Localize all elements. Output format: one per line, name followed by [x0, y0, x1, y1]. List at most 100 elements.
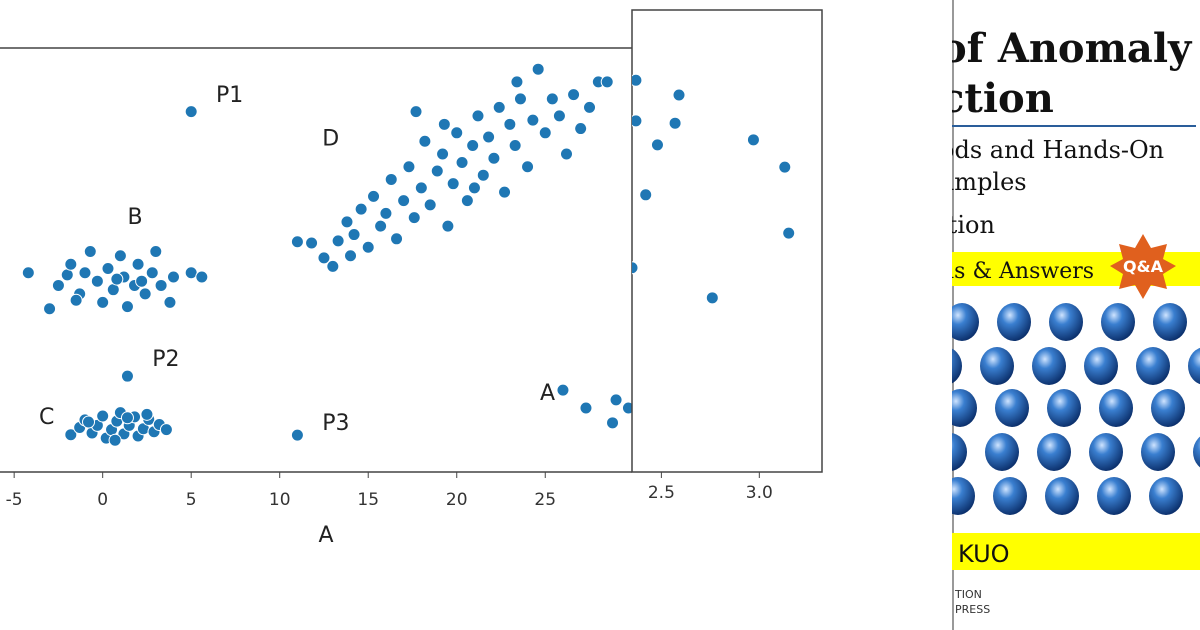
band	[952, 533, 1200, 570]
point	[487, 151, 501, 165]
points	[632, 73, 796, 305]
publisher: TION	[954, 588, 982, 601]
point	[567, 88, 581, 102]
point	[552, 109, 566, 123]
point	[609, 393, 623, 407]
point	[746, 133, 760, 147]
point	[632, 114, 643, 128]
point	[354, 202, 368, 216]
sphere-grid	[952, 303, 1200, 515]
point	[441, 219, 455, 233]
x-tick-label: 2.5	[648, 483, 675, 503]
sphere	[952, 348, 962, 384]
point	[347, 228, 361, 242]
point	[600, 75, 614, 89]
point	[331, 234, 345, 248]
point	[326, 259, 340, 273]
point	[149, 245, 163, 259]
badge	[1110, 234, 1176, 299]
point	[51, 278, 65, 292]
sphere	[985, 433, 1019, 471]
cover-title: of Anomaly	[940, 25, 1193, 72]
point	[632, 261, 639, 275]
sphere	[952, 433, 967, 471]
sphere	[1049, 303, 1083, 341]
point	[450, 126, 464, 140]
sphere	[1089, 433, 1123, 471]
point	[82, 415, 96, 429]
point	[672, 88, 686, 102]
point	[778, 160, 792, 174]
point	[639, 188, 653, 202]
sphere	[952, 303, 979, 341]
point	[344, 249, 358, 263]
point	[430, 164, 444, 178]
point	[402, 160, 416, 174]
point	[390, 232, 404, 246]
point	[140, 407, 154, 421]
point	[135, 274, 149, 288]
point	[538, 126, 552, 140]
point	[166, 270, 180, 284]
x-tick-label: 0	[97, 490, 108, 510]
point	[423, 198, 437, 212]
point	[384, 172, 398, 186]
publisher: PRESS	[955, 603, 990, 616]
x-tick-label: 10	[269, 490, 291, 510]
annotation: P1	[216, 83, 243, 108]
point	[101, 261, 115, 275]
point	[108, 433, 122, 447]
point	[583, 100, 597, 114]
x-tick-label: 20	[446, 490, 468, 510]
point	[446, 177, 460, 191]
sphere	[1153, 303, 1187, 341]
sphere	[997, 303, 1031, 341]
point	[120, 369, 134, 383]
point	[154, 278, 168, 292]
point	[138, 287, 152, 301]
cover-author: KUO	[958, 540, 1010, 568]
point	[397, 194, 411, 208]
point	[482, 130, 496, 144]
point	[668, 116, 682, 130]
sphere	[1099, 389, 1133, 427]
point	[379, 206, 393, 220]
point	[340, 215, 354, 229]
x-axis-title: A	[318, 523, 333, 548]
point	[64, 257, 78, 271]
point	[90, 274, 104, 288]
annotation: P2	[152, 347, 179, 372]
annotation: D	[322, 127, 339, 152]
x-tick-label: 25	[534, 490, 556, 510]
frame	[631, 9, 823, 473]
band-text: ns & Answers	[940, 259, 1094, 284]
sphere	[1141, 433, 1175, 471]
point	[492, 100, 506, 114]
sphere	[1037, 433, 1071, 471]
point	[64, 428, 78, 442]
point	[574, 122, 588, 136]
point	[559, 147, 573, 161]
sphere	[1136, 347, 1170, 385]
point	[782, 226, 796, 240]
point	[437, 117, 451, 131]
point	[361, 240, 375, 254]
point	[471, 109, 485, 123]
point	[650, 138, 664, 152]
point	[113, 249, 127, 263]
sphere	[1149, 477, 1183, 515]
point	[145, 266, 159, 280]
point	[78, 266, 92, 280]
point	[455, 155, 469, 169]
point	[705, 291, 719, 305]
x-tick-label: 15	[357, 490, 379, 510]
points: P1 D B P2 C P3 A	[21, 62, 632, 447]
point	[579, 401, 593, 415]
sphere	[1047, 389, 1081, 427]
point	[409, 105, 423, 119]
point	[131, 257, 145, 271]
sphere	[1101, 303, 1135, 341]
point	[407, 211, 421, 225]
